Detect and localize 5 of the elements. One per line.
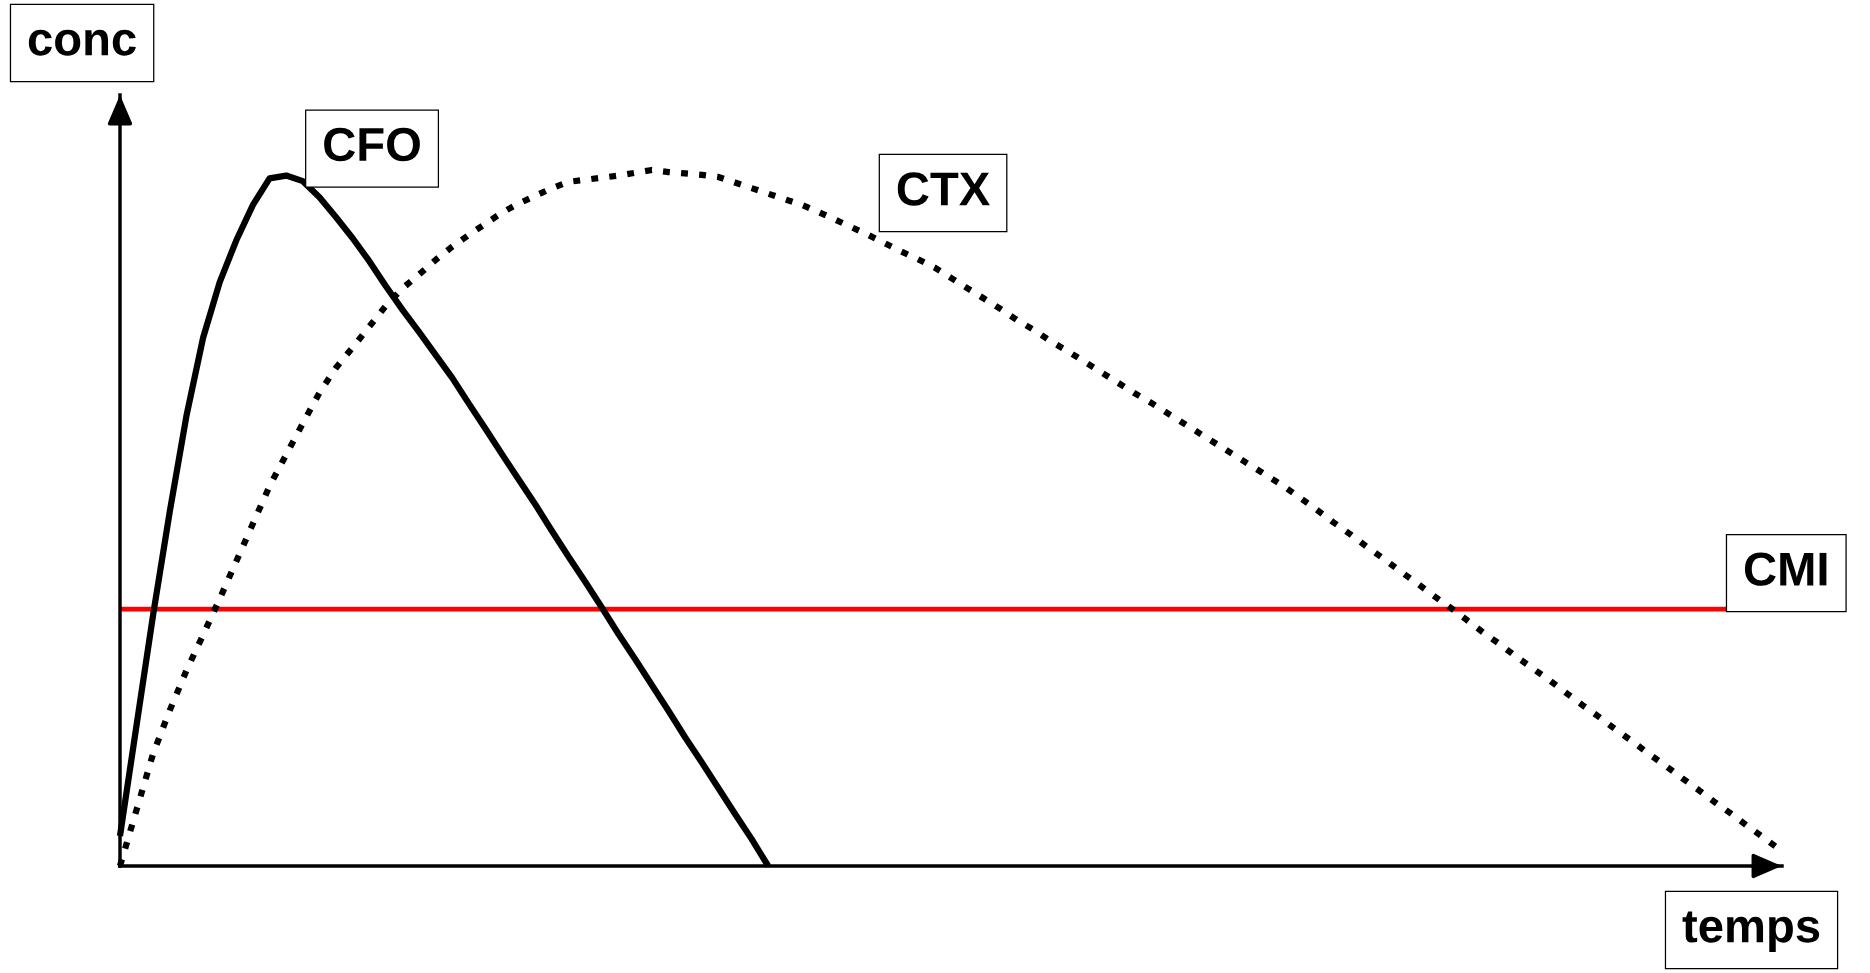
series-label: CFO bbox=[324, 127, 420, 162]
x-axis-title: temps bbox=[1682, 911, 1820, 953]
series-label: CTX bbox=[897, 172, 990, 206]
y-axis-title: conc bbox=[28, 29, 136, 56]
ref-line-label: CMI bbox=[1744, 552, 1827, 586]
